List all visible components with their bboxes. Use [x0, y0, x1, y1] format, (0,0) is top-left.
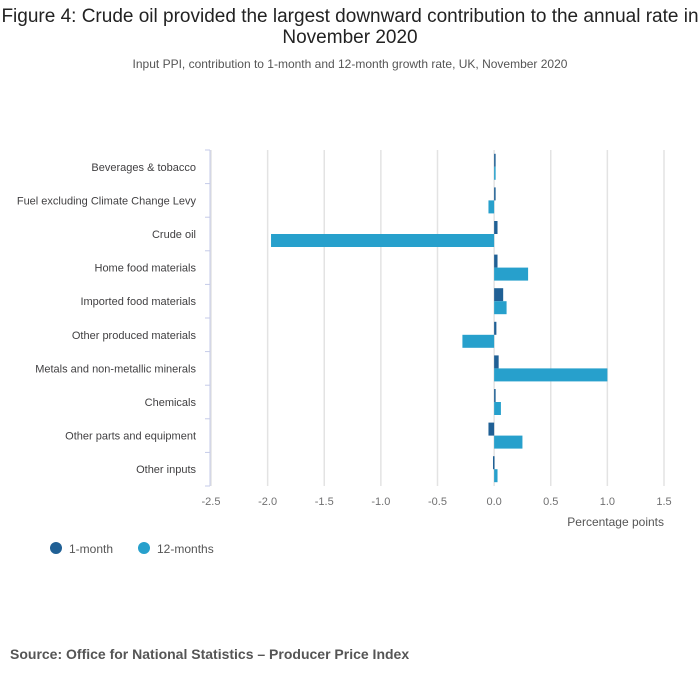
- bar-1-month: [494, 254, 498, 268]
- y-category-label: Other parts and equipment: [65, 431, 196, 443]
- y-category-label: Other produced materials: [72, 330, 197, 342]
- y-category-label: Metals and non-metallic minerals: [35, 363, 196, 375]
- y-category-label: Chemicals: [145, 397, 197, 409]
- x-axis-label: Percentage points: [567, 515, 664, 529]
- y-category-label: Fuel excluding Climate Change Levy: [17, 195, 197, 207]
- x-tick-label: 1.0: [600, 496, 615, 508]
- x-tick-label: -1.5: [315, 496, 334, 508]
- bar-12-months: [494, 267, 529, 281]
- chart-title: Figure 4: Crude oil provided the largest…: [1, 6, 699, 48]
- y-category-label: Beverages & tobacco: [91, 162, 196, 174]
- chart-subtitle: Input PPI, contribution to 1-month and 1…: [132, 57, 568, 71]
- y-category-label: Home food materials: [95, 263, 197, 275]
- bar-12-months: [494, 435, 523, 449]
- y-category-label: Crude oil: [152, 229, 196, 241]
- bar-12-months: [271, 234, 495, 247]
- y-category-label: Other inputs: [136, 464, 196, 476]
- x-tick-label: -2.0: [258, 496, 277, 508]
- bar-1-month: [494, 221, 498, 234]
- bar-1-month: [494, 187, 496, 201]
- bar-1-month: [494, 355, 499, 369]
- bar-12-months: [488, 200, 495, 214]
- x-tick-label: 1.5: [656, 496, 671, 508]
- bar-12-months: [494, 402, 501, 415]
- bar-12-months: [494, 166, 496, 180]
- bar-12-months: [494, 301, 507, 315]
- legend-label: 12-months: [157, 542, 214, 556]
- x-tick-label: -2.5: [202, 496, 221, 508]
- bar-1-month: [488, 422, 495, 436]
- legend-label: 1-month: [69, 542, 113, 556]
- bar-12-months: [494, 368, 608, 382]
- x-tick-label: -0.5: [428, 496, 447, 508]
- y-category-label: Imported food materials: [80, 296, 196, 308]
- source-note: Source: Office for National Statistics –…: [10, 646, 410, 662]
- legend-marker-0: [50, 542, 62, 554]
- bar-1-month: [492, 456, 495, 470]
- bar-1-month: [494, 288, 504, 302]
- x-tick-label: 0.0: [486, 496, 501, 508]
- bar-1-month: [494, 321, 497, 335]
- bar-1-month: [494, 389, 496, 402]
- bar-1-month: [494, 153, 496, 167]
- x-tick-label: -1.0: [371, 496, 390, 508]
- bar-12-months: [462, 334, 495, 348]
- x-tick-label: 0.5: [543, 496, 558, 508]
- legend-marker-1: [138, 542, 150, 554]
- bar-12-months: [494, 469, 498, 483]
- bar-chart: -2.5 -2.0 -1.5 -1.0 -0.5 0.0 0.5 1.0 1.5 Beverage…: [17, 149, 672, 556]
